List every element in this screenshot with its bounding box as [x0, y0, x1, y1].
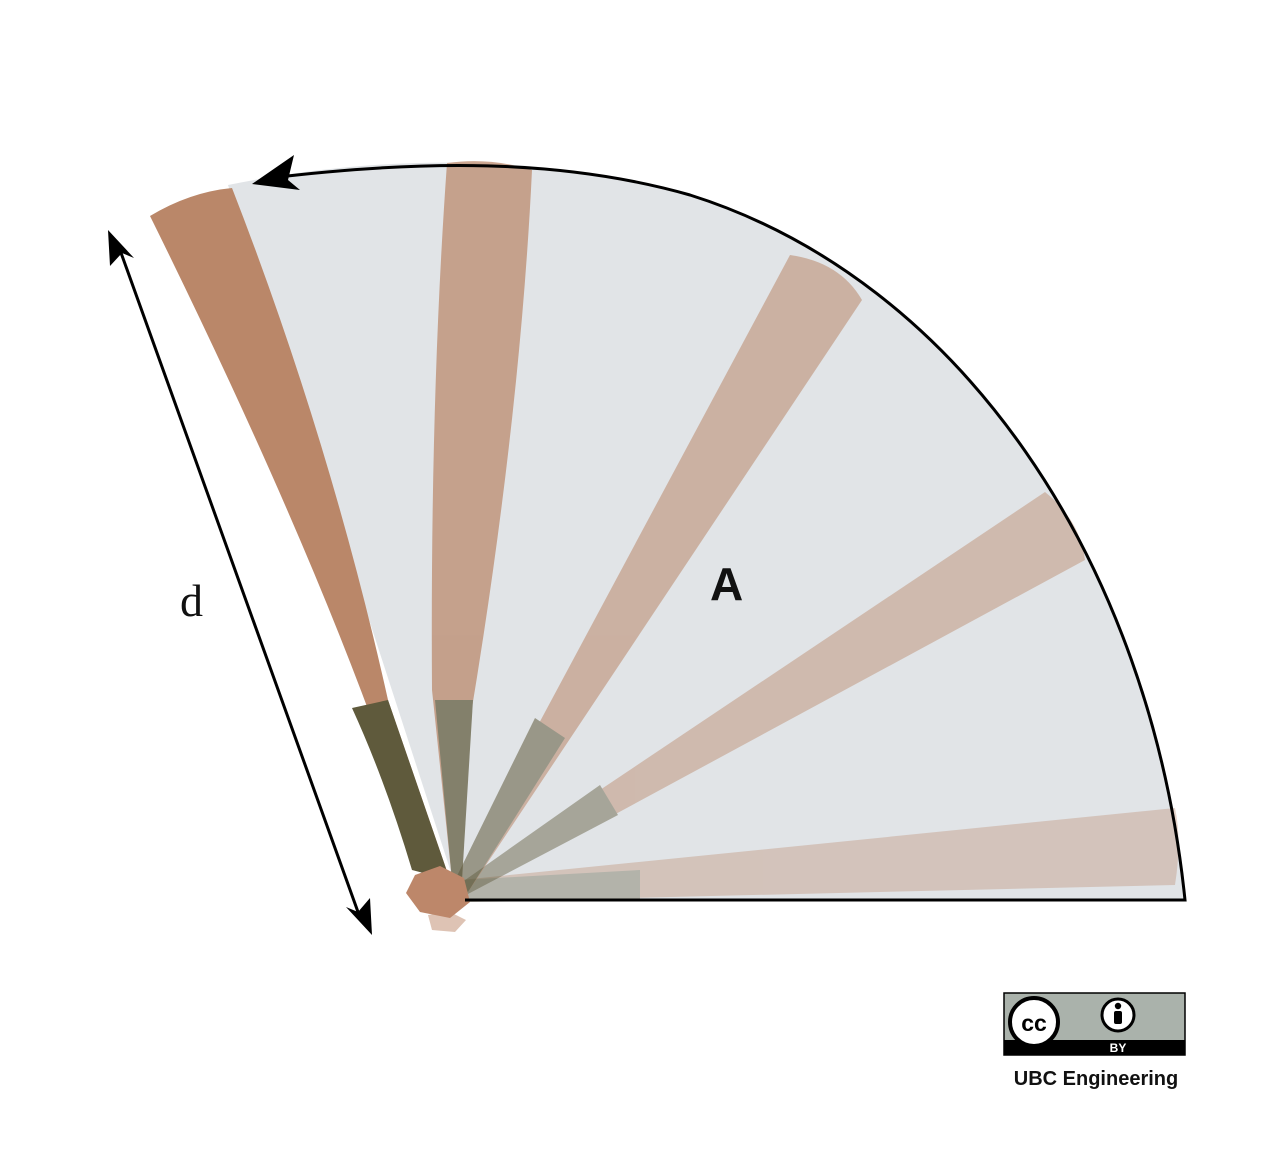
sector-outline — [268, 163, 1187, 902]
fan-stick-middle — [455, 255, 862, 892]
by-label: BY — [1110, 1041, 1127, 1055]
cc-by-badge: cc BY — [1003, 992, 1186, 1056]
arc-arrowhead — [252, 155, 300, 190]
cc-icon — [1008, 996, 1060, 1048]
distance-label: d — [180, 575, 203, 626]
fan-stick-horizontal — [460, 808, 1179, 902]
cc-icon-text: cc — [1021, 1010, 1047, 1036]
fan-stick-low — [458, 492, 1085, 895]
fan-stick-front — [150, 188, 450, 880]
distance-arrow — [108, 230, 372, 935]
pivot-rivet — [406, 866, 470, 932]
attribution-icon — [1100, 997, 1136, 1033]
credit-text: UBC Engineering — [1013, 1068, 1179, 1090]
area-label: A — [710, 558, 743, 610]
fan-stick-upper — [431, 161, 532, 880]
